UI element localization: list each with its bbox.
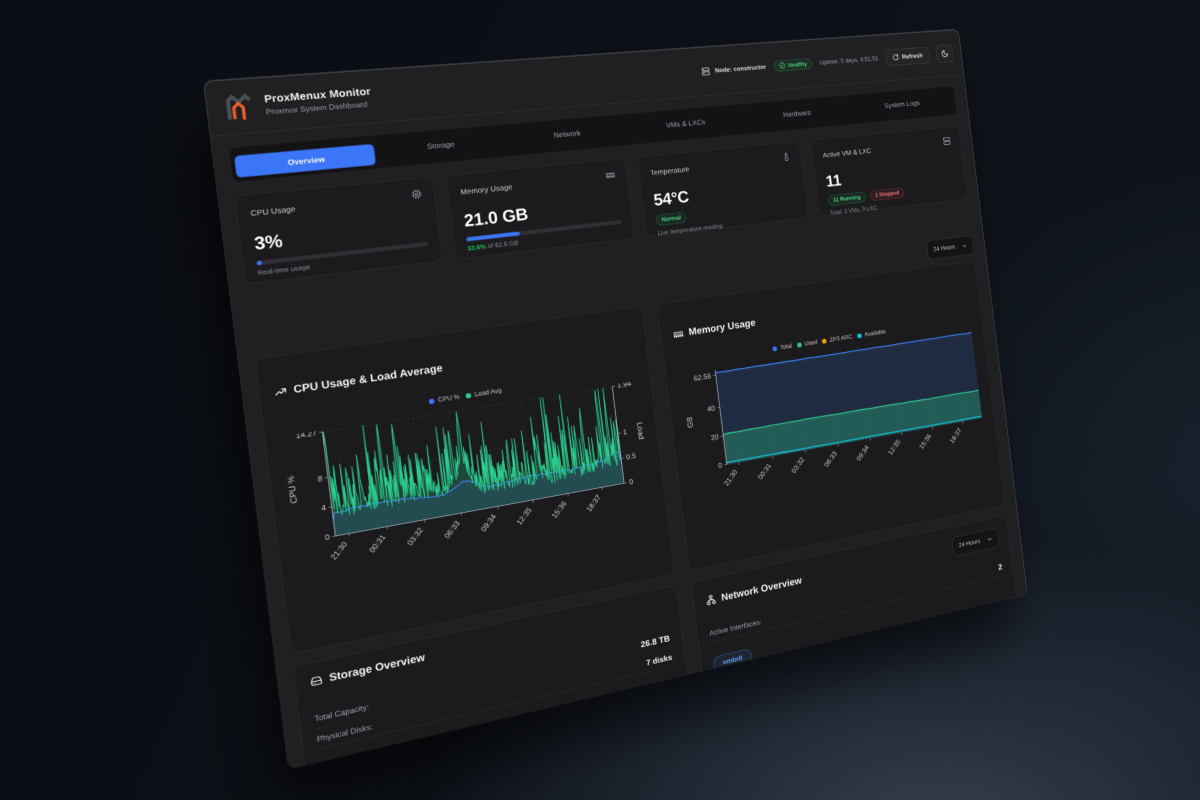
svg-text:00:31: 00:31 — [367, 533, 387, 554]
svg-text:00:31: 00:31 — [756, 462, 773, 481]
svg-text:1: 1 — [622, 427, 627, 436]
svg-text:06:33: 06:33 — [442, 519, 462, 540]
svg-text:Load: Load — [635, 422, 645, 441]
svg-text:20: 20 — [710, 432, 719, 442]
svg-text:15:36: 15:36 — [917, 432, 932, 450]
svg-text:1.94: 1.94 — [617, 381, 632, 390]
svg-text:09:34: 09:34 — [855, 444, 871, 463]
svg-text:0: 0 — [717, 461, 722, 470]
svg-text:21:30: 21:30 — [722, 468, 739, 487]
svg-text:8: 8 — [317, 474, 323, 484]
svg-text:15:36: 15:36 — [550, 499, 569, 519]
svg-text:0: 0 — [324, 532, 330, 542]
svg-text:CPU %: CPU % — [286, 475, 299, 504]
svg-text:09:34: 09:34 — [479, 512, 498, 533]
svg-text:06:33: 06:33 — [822, 450, 838, 469]
svg-text:12:35: 12:35 — [886, 438, 901, 457]
svg-text:03:32: 03:32 — [789, 456, 805, 475]
svg-text:12:35: 12:35 — [515, 506, 534, 527]
svg-text:40: 40 — [707, 404, 716, 413]
svg-text:0.5: 0.5 — [625, 451, 636, 461]
svg-text:18:37: 18:37 — [948, 427, 963, 445]
svg-text:03:32: 03:32 — [405, 526, 425, 547]
svg-text:4: 4 — [321, 503, 327, 513]
svg-text:18:37: 18:37 — [584, 493, 602, 513]
svg-text:GB: GB — [685, 416, 694, 428]
svg-text:14.27: 14.27 — [295, 428, 317, 440]
svg-text:21:30: 21:30 — [329, 540, 350, 562]
svg-text:62.56: 62.56 — [693, 372, 711, 383]
svg-text:0: 0 — [629, 477, 634, 486]
